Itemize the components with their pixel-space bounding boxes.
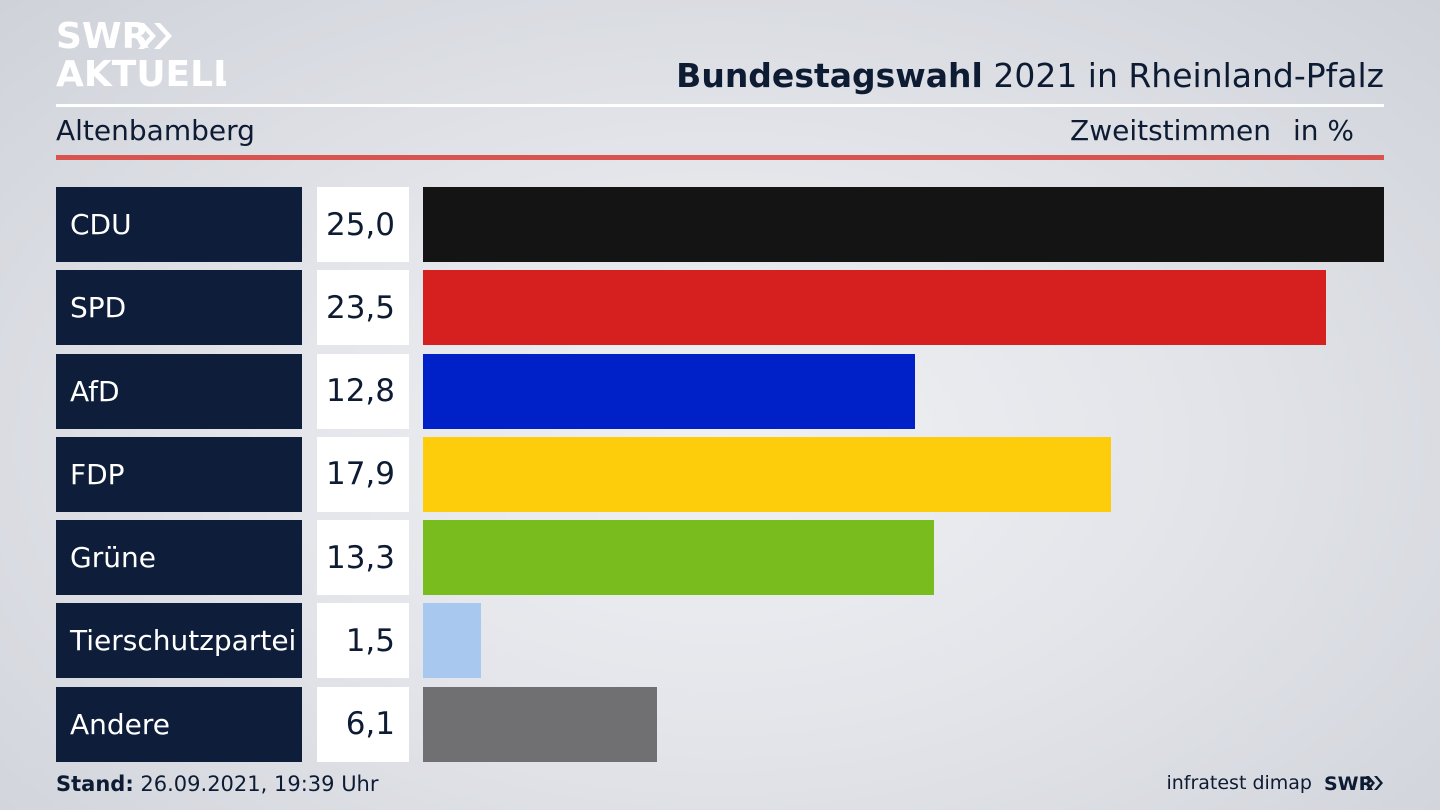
party-label-box: AfD [56, 353, 302, 429]
bar-track [423, 187, 1384, 262]
party-label-box: Andere [56, 686, 302, 762]
value-label: 25,0 [325, 206, 395, 243]
party-label-box: FDP [56, 436, 302, 512]
title-bold: Bundestagswahl [676, 56, 983, 95]
bar [423, 603, 481, 679]
party-label-box: CDU [56, 187, 302, 262]
party-label: Andere [70, 707, 171, 741]
party-label: SPD [70, 291, 127, 325]
bar [423, 520, 935, 596]
footer-credits: infratest dimap SWR [1166, 772, 1384, 794]
value-label: 1,5 [345, 622, 395, 659]
party-label: FDP [70, 457, 125, 491]
source-label: infratest dimap [1166, 772, 1312, 794]
value-box: 25,0 [317, 187, 409, 262]
bar [423, 353, 916, 429]
value-label: 6,1 [345, 706, 395, 743]
value-label: 17,9 [325, 456, 395, 493]
party-label: Grüne [70, 541, 156, 575]
bar-track [423, 520, 1384, 596]
unit-label: in % [1292, 114, 1354, 147]
value-label: 13,3 [325, 539, 395, 576]
metric-name: Zweitstimmen [1070, 114, 1271, 147]
region-name: Altenbamberg [56, 114, 255, 147]
value-label: 12,8 [325, 373, 395, 410]
bar-track [423, 270, 1384, 346]
bar-track [423, 603, 1384, 679]
bar-row: Tierschutzpartei 1,5 [56, 603, 1384, 679]
party-label-box: Tierschutzpartei [56, 603, 302, 679]
bar [423, 270, 1327, 346]
value-box: 13,3 [317, 520, 409, 596]
value-box: 17,9 [317, 436, 409, 512]
top-divider [56, 104, 1384, 107]
bar [423, 436, 1112, 512]
value-box: 1,5 [317, 603, 409, 679]
party-label: AfD [70, 374, 120, 408]
party-label-box: Grüne [56, 520, 302, 596]
value-label: 23,5 [325, 289, 395, 326]
bar-track [423, 436, 1384, 512]
stand-value: 26.09.2021, 19:39 Uhr [140, 772, 379, 796]
svg-text:SWR: SWR [1324, 773, 1374, 794]
svg-text:AKTUELL: AKTUELL [56, 54, 226, 90]
svg-text:SWR: SWR [56, 16, 149, 57]
bar-track [423, 686, 1384, 762]
party-label: Tierschutzpartei [70, 624, 297, 658]
bar-row: CDU 25,0 [56, 187, 1384, 262]
bar [423, 187, 1384, 262]
swr-logo: SWR [1324, 773, 1383, 794]
value-box: 12,8 [317, 353, 409, 429]
bar-chart: CDU 25,0 SPD 23,5 AfD 12,8 FDP 17,9 Grüne 13,3 Tie… [56, 187, 1384, 770]
bar-row: SPD 23,5 [56, 270, 1384, 346]
bar-row: FDP 17,9 [56, 436, 1384, 512]
value-box: 23,5 [317, 270, 409, 346]
value-box: 6,1 [317, 686, 409, 762]
bar-track [423, 353, 1384, 429]
party-label-box: SPD [56, 270, 302, 346]
swr-aktuell-logo: SWR AKTUELL [56, 16, 226, 90]
chart-title: Bundestagswahl 2021 in Rheinland-Pfalz [676, 56, 1384, 95]
accent-divider [56, 155, 1384, 160]
timestamp: Stand: 26.09.2021, 19:39 Uhr [56, 772, 379, 796]
bar [423, 686, 658, 762]
stand-label: Stand: [56, 772, 134, 796]
party-label: CDU [70, 208, 132, 241]
bar-row: AfD 12,8 [56, 353, 1384, 429]
title-rest: 2021 in Rheinland-Pfalz [993, 56, 1384, 95]
metric-label: Zweitstimmen in % [1070, 114, 1354, 147]
bar-row: Grüne 13,3 [56, 520, 1384, 596]
bar-row: Andere 6,1 [56, 686, 1384, 762]
